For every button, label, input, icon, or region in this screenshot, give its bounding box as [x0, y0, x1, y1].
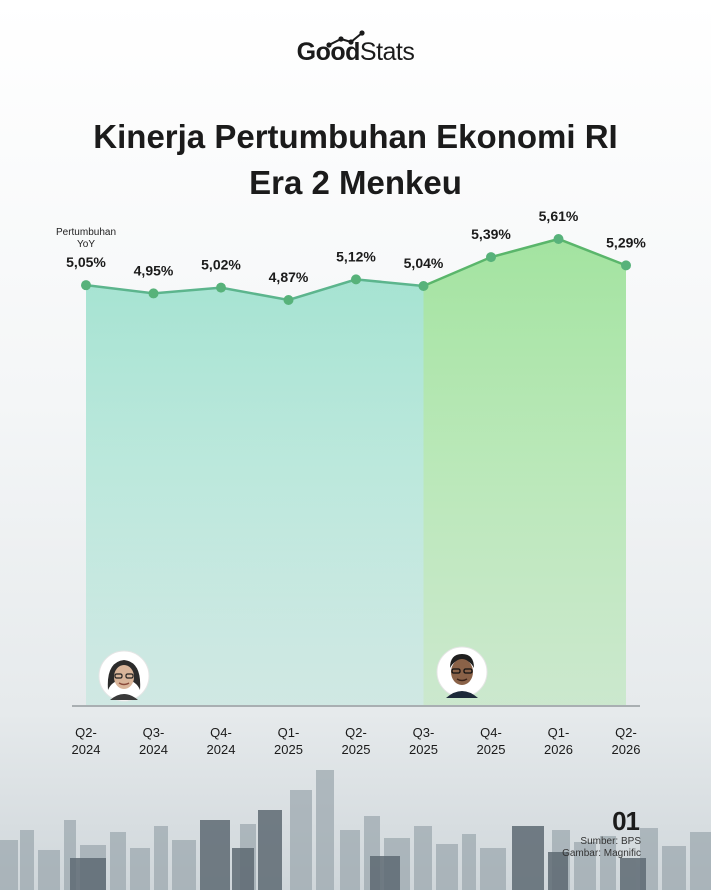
- x-tick-label-q3-2025-quarter: Q3-: [413, 725, 435, 740]
- data-label-q2-2026: 5,29%: [606, 234, 646, 250]
- brand-logo: GoodStats: [0, 38, 711, 67]
- data-label-q1-2025: 4,87%: [269, 269, 309, 285]
- line-segment-era-1: [85, 278, 424, 302]
- finance-minister-2-avatar: [436, 646, 488, 698]
- x-tick-label-q1-2025-year: 2025: [274, 742, 303, 757]
- source-line-2: Gambar: Magnific: [562, 848, 641, 859]
- data-point-q1-2025: [283, 295, 294, 305]
- city-skyline-illustration: [0, 770, 711, 890]
- x-tick-label-q2-2024-quarter: Q2-: [75, 725, 97, 740]
- data-point-q3-2024: [148, 288, 159, 299]
- data-point-q2-2025: [351, 274, 361, 285]
- x-tick-label-q2-2025-quarter: Q2-: [345, 725, 367, 740]
- data-label-q3-2024: 4,95%: [134, 262, 174, 278]
- y-axis-label-line2: YoY: [77, 239, 95, 250]
- x-tick-label-q1-2026-year: 2026: [544, 742, 573, 757]
- x-tick-label-q4-2025-quarter: Q4-: [480, 725, 502, 740]
- trend-logo-icon: [326, 30, 365, 48]
- data-point-q1-2026: [553, 234, 564, 244]
- chart-title: Kinerja Pertumbuhan Ekonomi RI Era 2 Men…: [0, 114, 711, 206]
- data-label-q1-2026: 5,61%: [539, 208, 579, 224]
- data-point-q4-2024: [216, 282, 226, 293]
- brand-logo-good: Good: [296, 38, 361, 66]
- x-tick-label-q4-2025-year: 2025: [477, 742, 506, 757]
- x-tick-label-q2-2026-year: 2026: [612, 742, 641, 757]
- data-label-q3-2025: 5,04%: [404, 255, 444, 271]
- x-tick-label-q3-2025-year: 2025: [409, 742, 438, 757]
- data-label-q4-2025: 5,39%: [471, 226, 511, 242]
- chart-title-line1: Kinerja Pertumbuhan Ekonomi RI: [93, 118, 618, 155]
- page-number: 01: [612, 806, 640, 836]
- x-tick-label-q3-2024-quarter: Q3-: [143, 725, 165, 740]
- x-tick-label-q2-2026-quarter: Q2-: [615, 725, 637, 740]
- y-axis-label-line1: Pertumbuhan: [56, 227, 116, 238]
- data-label-q2-2024: 5,05%: [66, 254, 106, 270]
- brand-logo-stats: Stats: [359, 38, 415, 66]
- data-point-q3-2025: [418, 280, 429, 291]
- x-tick-label-q4-2024-quarter: Q4-: [210, 725, 232, 740]
- data-point-q2-2026: [621, 260, 631, 271]
- x-tick-label-q3-2024-year: 2024: [139, 742, 168, 757]
- x-tick-label-q2-2024-year: 2024: [72, 742, 101, 757]
- finance-minister-1-avatar: [98, 650, 150, 702]
- data-label-q4-2024: 5,02%: [201, 257, 241, 273]
- area-segment-era-2: [423, 239, 626, 706]
- x-tick-label-q1-2025-quarter: Q1-: [278, 725, 300, 740]
- data-point-q4-2025: [486, 252, 496, 263]
- x-tick-label-q2-2025-year: 2025: [342, 742, 371, 757]
- data-point-q2-2024: [81, 280, 91, 291]
- source-line-1: Sumber: BPS: [580, 836, 641, 847]
- source-note: Sumber: BPS Gambar: Magnific: [562, 836, 641, 860]
- area-segment-era-1: [86, 279, 424, 706]
- chart-title-line2: Era 2 Menkeu: [249, 164, 462, 201]
- x-tick-label-q4-2024-year: 2024: [207, 742, 236, 757]
- data-label-q2-2025: 5,12%: [336, 248, 376, 264]
- x-tick-label-q1-2026-quarter: Q1-: [548, 725, 570, 740]
- line-segment-era-2: [423, 237, 627, 288]
